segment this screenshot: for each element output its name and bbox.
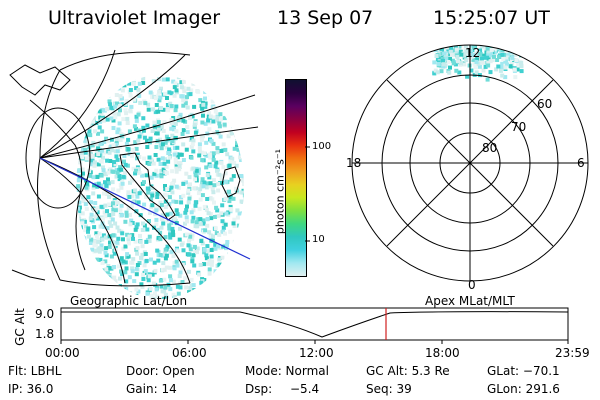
time-label: 15:25:07 UT (433, 7, 550, 29)
x-tick-1800: 18:00 (425, 346, 460, 360)
y-tick-1-8: 1.8 (35, 327, 55, 341)
colorbar (285, 79, 307, 277)
gain-readout: Gain: 14 (126, 382, 177, 396)
dsp-value: −5.4 (290, 382, 320, 396)
mode-readout: Mode: Normal (245, 364, 329, 378)
glon-readout: GLon: 291.6 (487, 382, 560, 396)
ip-readout: IP: 36.0 (8, 382, 54, 396)
colorbar-tick-100: 100 (312, 141, 332, 152)
timeline-right-label: Apex MLat/MLT (425, 294, 515, 308)
y-tick-9: 9.0 (35, 307, 55, 321)
dsp-label: Dsp: (245, 382, 273, 396)
glat-readout: GLat: −70.1 (487, 364, 560, 378)
altitude-timeline (60, 307, 569, 344)
geographic-map (9, 49, 259, 299)
colorbar-ticks (305, 146, 310, 242)
filter-readout: Flt: LBHL (8, 364, 62, 378)
colorbar-tick-10: 10 (312, 234, 325, 245)
mlt-label-12: 12 (465, 46, 481, 60)
lat-label-80: 80 (482, 141, 498, 155)
lat-label-70: 70 (511, 120, 527, 134)
x-tick-1200: 12:00 (299, 346, 334, 360)
date-label: 13 Sep 07 (277, 7, 374, 29)
instrument-title: Ultraviolet Imager (48, 7, 221, 29)
mlt-label-0: 0 (468, 278, 476, 292)
mlt-label-6: 6 (577, 156, 585, 170)
colorbar-unit-label: photon cm⁻²s⁻¹ (273, 148, 287, 235)
gc-alt-readout: GC Alt: 5.3 Re (366, 364, 450, 378)
x-tick-2359: 23:59 (555, 346, 590, 360)
polar-plot (351, 44, 589, 282)
x-tick-0600: 06:00 (172, 346, 207, 360)
lat-label-60: 60 (537, 97, 553, 111)
door-readout: Door: Open (126, 364, 195, 378)
x-tick-0000: 00:00 (45, 346, 80, 360)
timeline-left-label: Geographic Lat/Lon (70, 294, 188, 308)
mlt-label-18: 18 (346, 156, 362, 170)
timeline-axis-label: GC Alt (13, 308, 27, 346)
seq-readout: Seq: 39 (366, 382, 412, 396)
